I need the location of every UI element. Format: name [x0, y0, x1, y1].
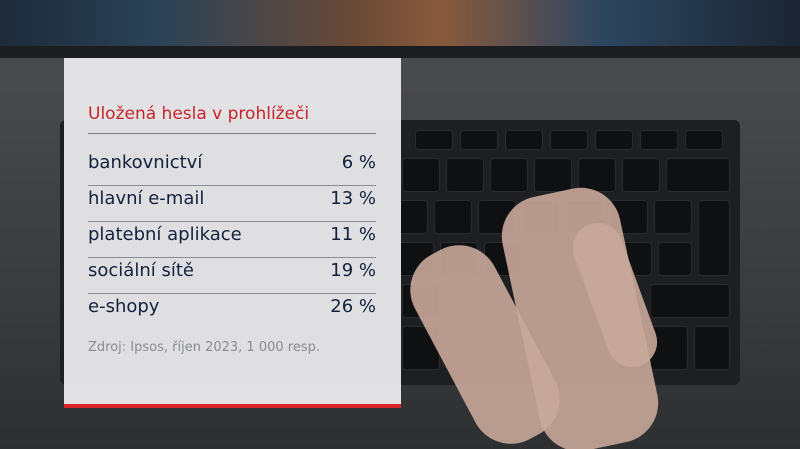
keyboard-key: [534, 158, 572, 192]
row-label: e-shopy: [88, 296, 160, 317]
table-row: bankovnictví 6 %: [88, 150, 376, 186]
row-label: sociální sítě: [88, 260, 194, 281]
title-divider: [88, 133, 376, 134]
table-row: sociální sítě 19 %: [88, 258, 376, 294]
keyboard-key: [415, 130, 453, 150]
keyboard-key: [460, 130, 498, 150]
row-label: hlavní e-mail: [88, 188, 205, 209]
keyboard-key: [666, 158, 730, 192]
row-label: bankovnictví: [88, 152, 203, 173]
laptop-screen: [0, 0, 800, 52]
row-value: 11 %: [330, 224, 376, 245]
keyboard-key: [550, 130, 588, 150]
keyboard-key: [595, 130, 633, 150]
keyboard-key: [505, 130, 543, 150]
keyboard-key: [694, 326, 730, 370]
keyboard-key: [446, 158, 484, 192]
laptop-bezel: [0, 46, 800, 60]
keyboard-key: [640, 130, 678, 150]
info-panel: [64, 58, 401, 406]
table-row: hlavní e-mail 13 %: [88, 186, 376, 222]
row-label: platební aplikace: [88, 224, 242, 245]
keyboard-key: [654, 200, 692, 234]
keyboard-key: [490, 158, 528, 192]
panel-accent-bar: [64, 404, 401, 408]
keyboard-key: [434, 200, 472, 234]
row-value: 6 %: [341, 152, 376, 173]
keyboard-key: [622, 158, 660, 192]
row-value: 26 %: [330, 296, 376, 317]
keyboard-key: [650, 284, 730, 318]
keyboard-key: [578, 158, 616, 192]
keyboard-key: [658, 242, 692, 276]
keyboard-key: [685, 130, 723, 150]
keyboard-key: [402, 158, 440, 192]
table-row: platební aplikace 11 %: [88, 222, 376, 258]
row-value: 19 %: [330, 260, 376, 281]
table-row: e-shopy 26 %: [88, 294, 376, 329]
chart-title: Uložená hesla v prohlížeči: [88, 104, 310, 124]
source-note: Zdroj: Ipsos, říjen 2023, 1 000 resp.: [88, 340, 320, 355]
keyboard-key: [698, 200, 730, 276]
row-value: 13 %: [330, 188, 376, 209]
